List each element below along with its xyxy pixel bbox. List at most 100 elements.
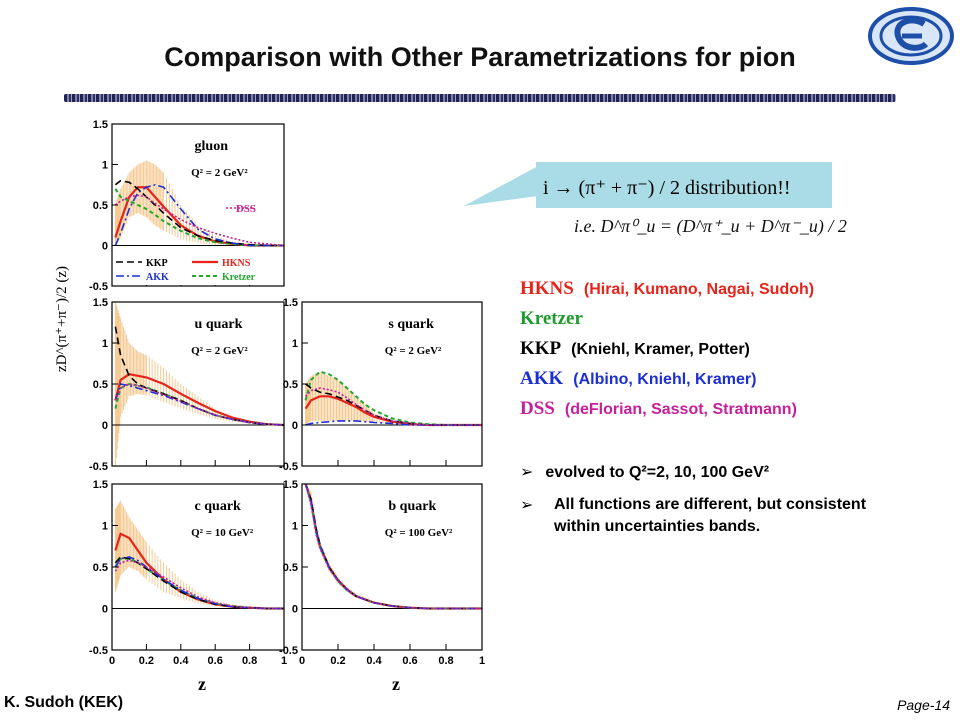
- series-dss: [304, 484, 482, 610]
- bullet-text: evolved to Q²=2, 10, 100 GeV²: [545, 464, 770, 481]
- y-tick-label: 0.5: [93, 200, 108, 212]
- param-name: AKK: [520, 368, 564, 389]
- x-tick-label: 0.8: [438, 655, 453, 667]
- param-hkns: HKNS (Hirai, Kumano, Nagai, Sudoh): [520, 278, 814, 300]
- param-akk: AKK (Albino, Kniehl, Kramer): [520, 368, 756, 390]
- param-dss: DSS (deFlorian, Sassot, Stratmann): [520, 398, 797, 420]
- plot-content: [112, 302, 284, 466]
- param-name: Kretzer: [520, 308, 583, 329]
- y-tick-label: 1: [102, 338, 108, 350]
- param-kretzer: Kretzer: [520, 308, 583, 330]
- panel-q2-label: Q² = 2 GeV²: [385, 345, 442, 357]
- y-tick-label: 1: [102, 521, 108, 533]
- bullet-text: All functions are different, but consist…: [554, 496, 867, 535]
- y-tick-label: 0: [102, 241, 108, 253]
- x-tick-label: 1: [281, 655, 287, 667]
- series-akk: [114, 183, 284, 247]
- y-tick-label: 1: [102, 160, 108, 172]
- series-dss: [114, 383, 284, 426]
- legend-label-kkp: KKP: [146, 258, 168, 269]
- param-name: KKP: [520, 338, 562, 359]
- series-kkp: [114, 179, 284, 247]
- series-akk: [305, 420, 482, 426]
- panel-q2-label: Q² = 100 GeV²: [385, 527, 453, 539]
- y-tick-label: 0.5: [93, 379, 108, 391]
- y-tick-label: 0.5: [283, 562, 298, 574]
- y-tick-label: -0.5: [279, 461, 298, 473]
- callout-tail: [464, 166, 538, 206]
- callout-text: i → (π⁺ + π⁻) / 2 distribution!!: [543, 177, 791, 199]
- y-tick-label: -0.5: [89, 461, 108, 473]
- y-tick-label: 0: [102, 420, 108, 432]
- legend-bg: [113, 254, 283, 285]
- legend-label-kretzer: Kretzer: [222, 272, 256, 283]
- y-tick-label: 1: [292, 338, 298, 350]
- y-tick-label: 1.5: [93, 297, 108, 309]
- kek-logo-icon: [868, 7, 954, 65]
- x-tick-label: 0.6: [208, 655, 223, 667]
- x-tick-label: 0.2: [330, 655, 345, 667]
- panel-q2-label: Q² = 2 GeV²: [191, 345, 248, 357]
- panel-title: c quark: [195, 499, 242, 514]
- arrow-bullet-icon: ➢: [520, 462, 534, 481]
- param-desc: (Hirai, Kumano, Nagai, Sudoh): [583, 281, 815, 298]
- panel-s-quark: 1.5 1 0.5 0 -0.5 s quark Q² = 2 GeV²: [279, 297, 483, 473]
- x-axis-label-right: z: [392, 674, 400, 694]
- series-dss: [114, 559, 284, 610]
- y-tick-label: 0.5: [93, 562, 108, 574]
- plot-content: [302, 370, 482, 427]
- panel-title: s quark: [388, 317, 434, 332]
- x-tick-label: 0.6: [402, 655, 417, 667]
- page-number: -14: [929, 697, 950, 713]
- x-tick-label: 0.8: [242, 655, 257, 667]
- y-tick-label: -0.5: [89, 645, 108, 657]
- x-tick-label: 0: [299, 655, 305, 667]
- param-name: HKNS: [520, 278, 574, 299]
- page-prefix: Page: [897, 697, 930, 713]
- panel-gluon: 1.5 1 0.5 0 -0.5 gluon Q² = 2 GeV² DSS KKP HKNS AK…: [89, 119, 285, 293]
- param-desc: (Albino, Kniehl, Kramer): [573, 371, 757, 388]
- y-tick-label: 0: [102, 604, 108, 616]
- param-name: DSS: [520, 398, 555, 419]
- callout-box: [536, 162, 832, 208]
- panel-u-quark: 1.5 1 0.5 0 -0.5 u quark Q² = 2 GeV²: [89, 297, 285, 473]
- param-kkp: KKP (Kniehl, Kramer, Potter): [520, 338, 750, 360]
- y-tick-label: 0.5: [283, 379, 298, 391]
- y-tick-label: 0: [292, 604, 298, 616]
- x-tick-label: 0.4: [366, 655, 382, 667]
- y-tick-label: -0.5: [89, 281, 108, 293]
- bullet-evolved: ➢ evolved to Q²=2, 10, 100 GeV²: [520, 462, 769, 482]
- y-tick-label: 1.5: [93, 119, 108, 131]
- bullet-consistent: ➢ All functions are different, but consi…: [520, 494, 880, 538]
- page-footer: Page-14: [897, 697, 950, 713]
- panel-q2-label: Q² = 10 GeV²: [191, 527, 254, 539]
- x-axis-label-left: z: [198, 674, 206, 694]
- y-axis-label: zD^(π⁺+π⁻)/2 (z): [54, 265, 70, 372]
- x-tick-label: 0.2: [139, 655, 154, 667]
- y-tick-label: 1.5: [93, 479, 108, 491]
- plot-content: [112, 500, 284, 610]
- plot-content: [302, 484, 482, 610]
- y-tick-label: 0: [292, 420, 298, 432]
- ie-equation: i.e. D^π⁰_u = (D^π⁺_u + D^π⁻_u) / 2: [574, 216, 847, 236]
- legend-label-hkns: HKNS: [222, 258, 251, 269]
- panel-title: u quark: [195, 317, 243, 332]
- series-dss: [114, 194, 284, 247]
- panel-q2-label: Q² = 2 GeV²: [191, 167, 248, 179]
- arrow-bullet-icon: ➢: [520, 495, 534, 514]
- x-tick-label: 0.4: [173, 655, 189, 667]
- plot-content: [112, 160, 284, 247]
- dss-label: DSS: [236, 203, 256, 215]
- y-tick-label: -0.5: [279, 645, 298, 657]
- legend: KKP HKNS AKK Kretzer: [113, 254, 283, 285]
- y-tick-label: 1.5: [283, 297, 298, 309]
- y-tick-label: 1: [292, 521, 298, 533]
- panel-title: gluon: [195, 139, 229, 154]
- panel-title: b quark: [388, 499, 436, 514]
- y-tick-label: 1.5: [283, 479, 298, 491]
- legend-label-akk: AKK: [146, 272, 169, 283]
- x-tick-label: 0: [109, 655, 115, 667]
- series-kretzer: [114, 188, 284, 247]
